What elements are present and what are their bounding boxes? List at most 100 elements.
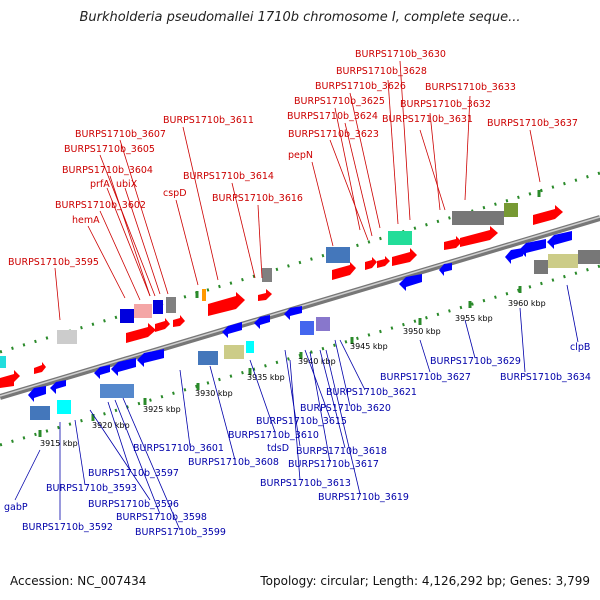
top-labels: BURPS1710b_3595 hemA BURPS1710b_3602 prf…	[8, 49, 578, 268]
gene-arrow	[399, 274, 422, 291]
gene-label: BURPS1710b_3596	[88, 499, 179, 510]
gene-label: BURPS1710b_3632	[400, 99, 491, 110]
gene-label: BURPS1710b_3614	[183, 171, 274, 182]
gene-label: BURPS1710b_3627	[380, 372, 471, 383]
gene-label: tdsD	[267, 443, 289, 454]
gene-block	[388, 231, 412, 245]
gene-label: BURPS1710b_3637	[487, 118, 578, 129]
gene-label: BURPS1710b_3626	[315, 81, 406, 92]
gene-label: BURPS1710b_3598	[116, 512, 207, 523]
gene-block	[548, 254, 578, 268]
tick-label: 3935 kbp	[247, 373, 285, 382]
gene-label: BURPS1710b_3604	[62, 165, 153, 176]
gene-label: BURPS1710b_3620	[300, 403, 391, 414]
forward-genes	[0, 203, 563, 388]
gene-block	[224, 345, 244, 359]
gene-label: BURPS1710b_3599	[135, 527, 226, 538]
gene-block	[534, 260, 548, 274]
gene-label: clpB	[570, 342, 590, 353]
gene-arrow	[34, 362, 46, 374]
gene-label: BURPS1710b_3619	[318, 492, 409, 503]
gene-arrow	[155, 318, 170, 332]
gene-block	[153, 300, 163, 314]
label-leaders	[14, 60, 579, 531]
tick-label: 3950 kbp	[403, 327, 441, 336]
gene-label: BURPS1710b_3621	[326, 387, 417, 398]
reverse-genes	[0, 231, 600, 420]
gene-arrow	[50, 380, 66, 394]
gene-label: BURPS1710b_3593	[46, 483, 137, 494]
gene-label: BURPS1710b_3629	[430, 356, 521, 367]
gene-arrow	[208, 292, 245, 316]
gene-block	[326, 247, 350, 263]
gene-block	[134, 304, 152, 318]
gene-label: pepN	[288, 150, 313, 161]
gene-arrow	[0, 370, 20, 388]
gene-arrow	[460, 226, 498, 247]
bottom-labels: gabP BURPS1710b_3592 BURPS1710b_3593 BUR…	[4, 342, 591, 538]
gene-block	[166, 297, 176, 313]
gene-label: BURPS1710b_3615	[256, 416, 347, 427]
tick-label: 3930 kbp	[195, 389, 233, 398]
gene-block	[0, 356, 6, 368]
gene-block	[202, 289, 206, 301]
tick-label: 3915 kbp	[40, 439, 78, 448]
gene-label: hemA	[72, 215, 100, 226]
tick-labels: 3915 kbp 3920 kbp 3925 kbp 3930 kbp 3935…	[40, 299, 546, 448]
gene-label: BURPS1710b_3611	[163, 115, 254, 126]
gene-block	[262, 268, 272, 282]
tick-label: 3925 kbp	[143, 405, 181, 414]
gene-block	[100, 384, 134, 398]
gene-label: BURPS1710b_3617	[288, 459, 379, 470]
gene-label: BURPS1710b_3597	[88, 468, 179, 479]
track-dots-top	[0, 171, 600, 354]
tick-label: 3920 kbp	[92, 421, 130, 430]
gene-block	[57, 330, 77, 344]
gene-arrow	[505, 248, 523, 264]
gene-block	[120, 309, 134, 323]
gene-label: BURPS1710b_3616	[212, 193, 303, 204]
gene-label: BURPS1710b_3624	[287, 111, 378, 122]
gene-block	[316, 317, 330, 331]
gene-arrow	[533, 205, 563, 225]
gene-label: BURPS1710b_3592	[22, 522, 113, 533]
gene-arrow	[254, 315, 270, 329]
gene-arrow	[173, 315, 185, 327]
gene-label: BURPS1710b_3630	[355, 49, 446, 60]
topology-text: Topology: circular; Length: 4,126,292 bp…	[260, 574, 590, 588]
gene-arrow	[392, 248, 417, 266]
gene-block	[452, 211, 504, 225]
tick-label: 3945 kbp	[350, 342, 388, 351]
gene-label: prfA	[90, 179, 110, 190]
gene-block	[300, 321, 314, 335]
gene-label: BURPS1710b_3608	[188, 457, 279, 468]
gene-label: BURPS1710b_3628	[336, 66, 427, 77]
gene-arrow	[222, 322, 242, 338]
gene-arrow	[547, 231, 572, 249]
gene-arrow	[94, 365, 110, 379]
gene-label: cspD	[163, 188, 187, 199]
gene-arrow	[377, 256, 390, 268]
gene-arrow	[444, 236, 462, 250]
tick-label: 3960 kbp	[508, 299, 546, 308]
gene-block	[57, 400, 71, 414]
gene-arrow	[28, 386, 46, 402]
gene-arrow	[126, 323, 156, 343]
gene-label: BURPS1710b_3633	[425, 82, 516, 93]
gene-label: BURPS1710b_3605	[64, 144, 155, 155]
gene-block	[504, 203, 518, 217]
gene-label: BURPS1710b_3634	[500, 372, 591, 383]
gene-arrow	[284, 306, 302, 320]
gene-label: BURPS1710b_3618	[296, 446, 387, 457]
gene-label: BURPS1710b_3601	[133, 443, 224, 454]
gene-arrow	[439, 263, 452, 276]
gene-label: BURPS1710b_3607	[75, 129, 166, 140]
gene-label: BURPS1710b_3623	[288, 129, 379, 140]
gene-label: BURPS1710b_3631	[382, 114, 473, 125]
gene-arrow	[332, 262, 356, 280]
gene-arrow	[519, 239, 546, 257]
gene-label: BURPS1710b_3613	[260, 478, 351, 489]
gene-block	[198, 351, 218, 365]
gene-label: BURPS1710b_3610	[228, 430, 319, 441]
